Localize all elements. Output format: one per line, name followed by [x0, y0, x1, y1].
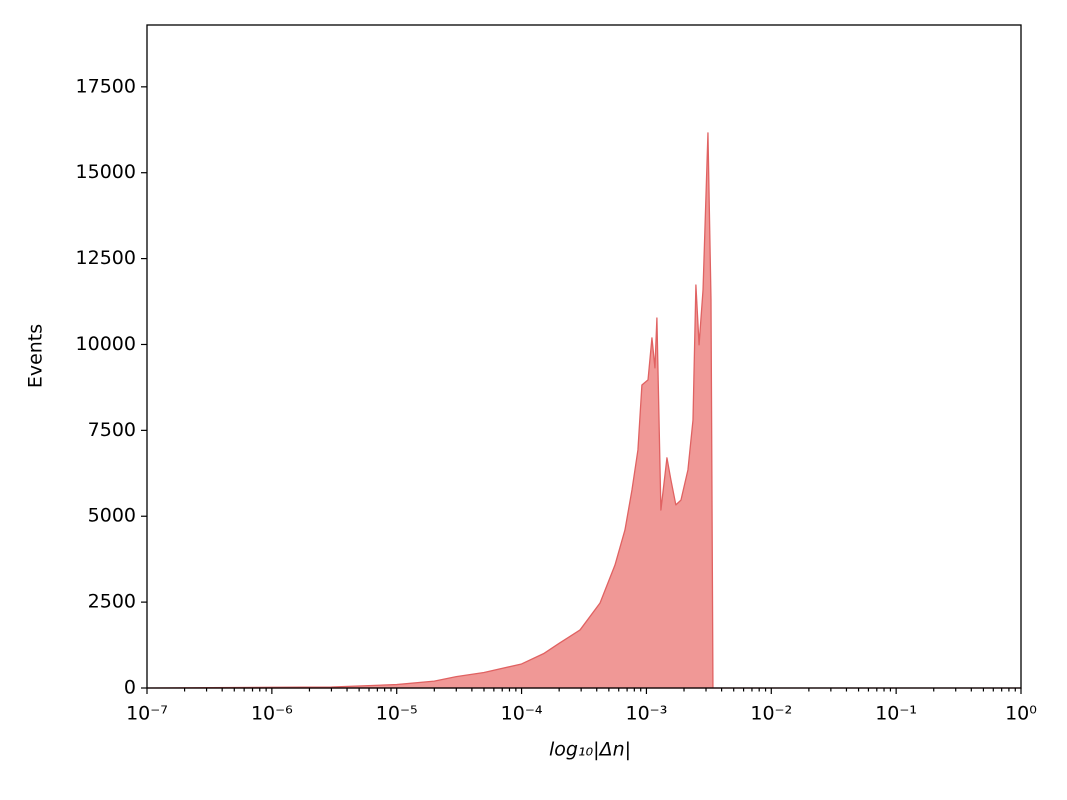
y-tick-label: 12500	[76, 247, 136, 269]
x-axis-label: log₁₀|Δn|	[549, 739, 631, 761]
x-tick-label: 10⁻³	[626, 703, 668, 725]
x-tick-label: 10⁰	[1005, 703, 1037, 725]
x-tick-label: 10⁻⁶	[251, 703, 293, 725]
y-axis-label: Events	[25, 324, 47, 388]
y-tick-label: 17500	[76, 75, 136, 97]
y-tick-label: 2500	[88, 591, 136, 613]
x-tick-label: 10⁻⁴	[501, 703, 543, 725]
y-tick-label: 0	[124, 677, 136, 699]
y-tick-label: 5000	[88, 505, 136, 527]
plot-frame	[146, 24, 1022, 689]
x-tick-label: 10⁻⁵	[376, 703, 418, 725]
y-tick-label: 10000	[76, 333, 136, 355]
y-tick-label: 15000	[76, 161, 136, 183]
x-tick-label: 10⁻²	[750, 703, 792, 725]
x-tick-label: 10⁻⁷	[126, 703, 168, 725]
area	[146, 132, 1022, 689]
x-tick-label: 10⁻¹	[875, 703, 917, 725]
y-tick-label: 7500	[88, 419, 136, 441]
